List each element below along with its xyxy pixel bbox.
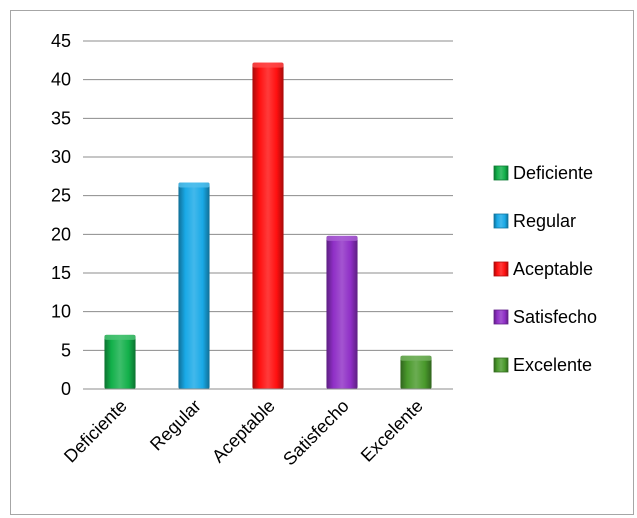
bar-cap bbox=[104, 334, 136, 340]
bar-cap bbox=[326, 235, 358, 241]
y-tick-label: 25 bbox=[51, 186, 71, 206]
legend-label: Deficiente bbox=[513, 163, 593, 183]
bar-cap bbox=[178, 182, 210, 188]
legend-swatch bbox=[493, 261, 509, 277]
bar-satisfecho bbox=[326, 235, 358, 389]
bar-deficiente bbox=[104, 334, 136, 389]
y-tick-label: 35 bbox=[51, 108, 71, 128]
legend-swatch bbox=[493, 213, 509, 229]
y-tick-label: 5 bbox=[61, 340, 71, 360]
legend-entry: Aceptable bbox=[493, 259, 593, 279]
legend-swatch bbox=[493, 165, 509, 181]
x-axis-tick-labels: Deficiente Regular Aceptable Satisfecho Exce… bbox=[60, 396, 427, 470]
bar-excelente bbox=[400, 355, 432, 389]
legend-swatch bbox=[493, 309, 509, 325]
bar-aceptable bbox=[252, 62, 284, 390]
legend-entry: Regular bbox=[493, 211, 576, 231]
y-tick-label: 10 bbox=[51, 302, 71, 322]
chart-frame bbox=[10, 10, 634, 515]
x-tick-label: Excelente bbox=[357, 396, 427, 466]
legend-label: Aceptable bbox=[513, 259, 593, 279]
x-tick-label: Deficiente bbox=[60, 396, 131, 467]
legend-swatch bbox=[493, 357, 509, 373]
legend: Deficiente Regular Aceptable Satisfecho Exce… bbox=[493, 163, 597, 375]
x-tick-label: Satisfecho bbox=[279, 396, 353, 470]
x-tick-label: Regular bbox=[146, 396, 205, 455]
legend-label: Regular bbox=[513, 211, 576, 231]
legend-entry: Deficiente bbox=[493, 163, 593, 183]
y-tick-label: 15 bbox=[51, 263, 71, 283]
y-tick-label: 40 bbox=[51, 70, 71, 90]
x-tick-label: Aceptable bbox=[208, 396, 279, 467]
y-tick-label: 0 bbox=[61, 379, 71, 399]
y-tick-label: 45 bbox=[51, 31, 71, 51]
y-tick-label: 20 bbox=[51, 224, 71, 244]
bars bbox=[104, 62, 432, 390]
y-tick-label: 30 bbox=[51, 147, 71, 167]
legend-label: Excelente bbox=[513, 355, 592, 375]
legend-label: Satisfecho bbox=[513, 307, 597, 327]
legend-entry: Satisfecho bbox=[493, 307, 597, 327]
bar-cap bbox=[252, 62, 284, 68]
legend-entry: Excelente bbox=[493, 355, 592, 375]
y-axis-tick-labels: 0 5 10 15 20 25 30 35 40 45 bbox=[51, 31, 71, 399]
bar-regular bbox=[178, 182, 210, 389]
bar-cap bbox=[400, 355, 432, 361]
